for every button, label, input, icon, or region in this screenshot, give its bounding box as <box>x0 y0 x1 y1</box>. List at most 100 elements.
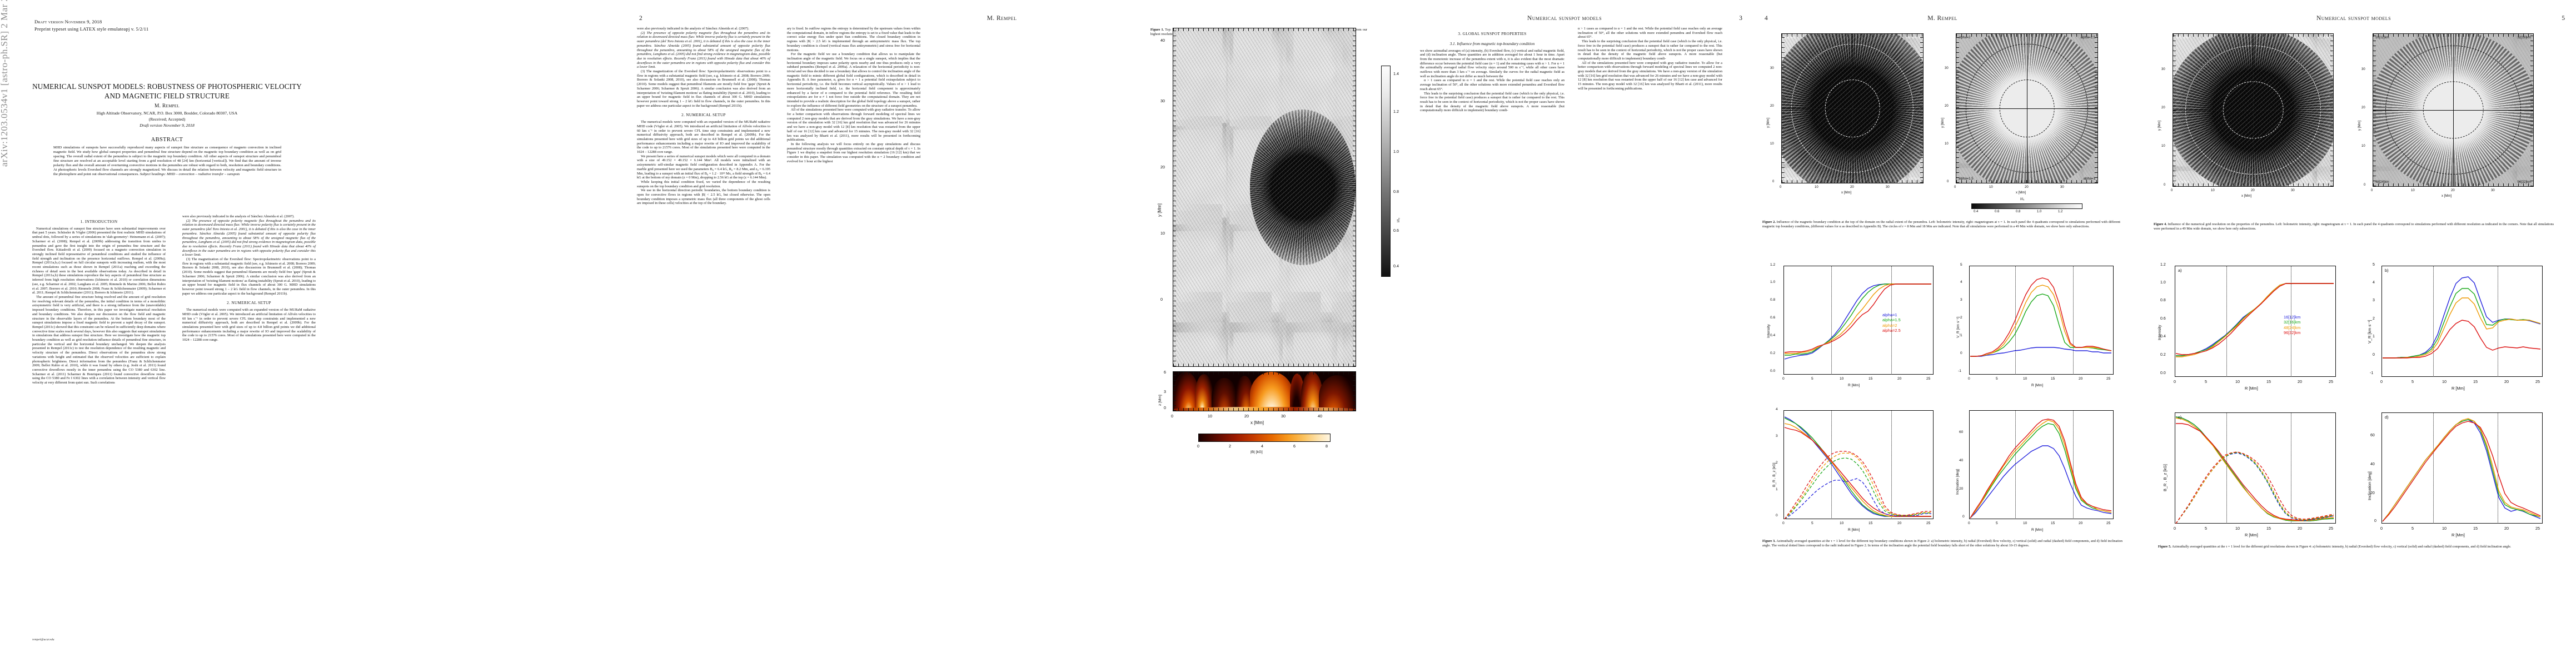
y-tick: 0 <box>2373 353 2375 357</box>
figure-5-panel-d: 60 40 20 0 Inclination [deg] 0 5 10 15 2… <box>2367 412 2543 537</box>
x-tick: 15 <box>2051 521 2055 525</box>
x-tick-40: 40 <box>1318 414 1322 419</box>
legend-item-alpha-2: alpha=2 <box>1882 322 1897 328</box>
figure-1: 0 10 20 30 40 y [Mm] 0 <box>1150 28 1367 454</box>
tick-marks-right <box>1353 372 1356 411</box>
page-number: 4 <box>1765 15 1768 22</box>
y-axis-label: B_R , B_z [kG] <box>2163 464 2168 491</box>
abstract-text: MHD simulations of sunspots have success… <box>53 146 281 177</box>
figure-5-caption-label: Figure 5. <box>2158 545 2171 549</box>
legend-item-96-32km: 96[32]km <box>2284 330 2301 336</box>
x-axis-label: x [Mm] <box>2241 195 2251 198</box>
page-2: 2 M. Rempel were also previously indicat… <box>628 0 1376 667</box>
crosshair-horizontal <box>2373 110 2533 111</box>
x-tick-0: 0 <box>1954 186 1956 189</box>
draft-version-line: Draft version November 9, 2018 <box>34 19 102 24</box>
marker-r8 <box>2015 266 2016 375</box>
quadrant-label-res-3: 48[24]km <box>2175 181 2189 184</box>
subject-headings: Subject headings: MHD – convection – rad… <box>139 172 240 177</box>
crosshair-vertical <box>2253 34 2254 186</box>
figure-5-panel-b-curves <box>2383 276 2541 359</box>
x-axis-label: R [Mm] <box>2452 386 2465 391</box>
y-tick-40: 40 <box>1160 38 1165 43</box>
paragraph: The amount of penumbral fine structure b… <box>32 295 166 385</box>
cbar-tick-06: 0.6 <box>1995 210 2000 213</box>
x-tick-20: 20 <box>2451 189 2455 192</box>
page-3: 3 Numerical sunspot models 0.4 0.6 0.8 1… <box>1376 0 1753 667</box>
page-number: 3 <box>1739 15 1742 22</box>
x-tick: 10 <box>2442 379 2447 384</box>
x-tick-0: 0 <box>1171 414 1173 419</box>
x-tick-0: 0 <box>1780 186 1782 189</box>
x-tick: 0 <box>1782 521 1785 525</box>
quadrant-map-intensity: 16[12]km 32[16]km 48[24]km 96[32]km <box>2173 33 2334 187</box>
figure-3-caption: Figure 3. Azimuthally averaged quantitie… <box>1762 539 2122 548</box>
x-tick: 0 <box>1968 521 1970 525</box>
x-tick: 20 <box>2079 377 2083 381</box>
x-tick: 20 <box>2504 526 2509 531</box>
tick-marks-right <box>1353 28 1356 366</box>
figure-5-legend: 16[12]km 32[16]km 48[24]km 96[32]km <box>2284 315 2300 336</box>
y-tick: 1.2 <box>2160 263 2166 267</box>
x-tick: 10 <box>1840 377 1844 381</box>
paragraph: were also previously indicated in the an… <box>637 27 749 31</box>
x-tick: 5 <box>1811 521 1813 525</box>
crosshair-horizontal <box>1956 108 2097 109</box>
y-tick: 1.2 <box>1770 263 1776 267</box>
x-tick-30: 30 <box>2491 189 2495 192</box>
figure-4-intensity-panel: 16[12]km 32[16]km 48[24]km 96[32]km 0 10… <box>2154 33 2343 217</box>
x-tick-10: 10 <box>1208 414 1212 419</box>
y-axis-label: y [Mm] <box>2158 121 2161 131</box>
quadrant-label-alpha-1: alpha=1 <box>1909 177 1921 181</box>
sunspot-umbra-penumbra <box>1249 109 1356 265</box>
quadrant-label-res-4: 96[32]km <box>2517 181 2531 184</box>
y-tick: 3 <box>2373 298 2375 302</box>
tick-marks-left <box>1782 34 1785 183</box>
tick-marks-right <box>2095 34 2097 183</box>
y-tick: 1.0 <box>2160 281 2166 285</box>
tick-marks-left <box>2173 34 2176 186</box>
y-tick: 1 <box>2373 335 2375 339</box>
running-head: Numerical sunspot models <box>1527 15 1602 22</box>
intensity-colorbar-label: I/I₀ <box>1397 217 1401 222</box>
preprint-style-line: Preprint typeset using LATEX style emula… <box>34 26 149 32</box>
plot-frame <box>2175 266 2336 377</box>
x-axis-label: x [Mm] <box>2442 195 2452 198</box>
figure-3-panel-c-curves <box>1784 416 1931 519</box>
figure-1-intensity-colorbar <box>1381 66 1391 277</box>
figure-5: 1.2 1.0 0.8 0.6 0.4 0.2 0.0 Intensity 0 … <box>2148 261 2559 595</box>
figure-5-panel-b: 5 4 3 2 1 0 -1 V_R [km s⁻¹] 0 5 10 15 20… <box>2367 263 2543 391</box>
quadrant-label-res-3: 48[24]km <box>2375 181 2389 184</box>
panel-tag-a: a) <box>2178 268 2182 273</box>
paragraph: were also previously indicated in the an… <box>182 215 295 218</box>
x-tick: 0 <box>2380 526 2383 531</box>
y-axis-label: y [Mm] <box>1157 203 1162 217</box>
figure-2-intensity-panel: alpha=2 alpha=2.5 alpha=1.5 alpha=1 0 10… <box>1762 33 1929 211</box>
column-2: were also previously indicated in the an… <box>182 215 316 637</box>
section-heading-numerical-setup: 2. NUMERICAL SETUP <box>227 301 271 306</box>
y-tick-10: 10 <box>1160 231 1165 236</box>
y-tick-10: 10 <box>1945 142 1949 146</box>
quadrant-label-alpha-2: alpha=2 <box>1959 36 1971 39</box>
cbar-tick-10: 1.0 <box>2037 210 2042 213</box>
legend-item-alpha-1: alpha=1 <box>1882 312 1897 317</box>
y-axis-label: Intensity <box>1767 324 1771 338</box>
y-tick: 0.8 <box>1770 298 1776 302</box>
column-2: α > 1 cases as compared to α = 1 and the… <box>1578 27 1722 638</box>
y-tick-0: 0 <box>2164 183 2166 187</box>
quadrant-label-alpha-25: alpha=2.5 <box>1906 36 1921 39</box>
paragraph: This leads to the surprising conclusion … <box>1578 39 1722 61</box>
cbar-tick-4: 4 <box>1261 444 1263 449</box>
y-axis-label: Inclination [deg] <box>2367 471 2372 500</box>
x-tick-30: 30 <box>1281 414 1285 419</box>
x-tick: 20 <box>2504 379 2509 384</box>
x-tick: 5 <box>2411 526 2414 531</box>
x-tick-30: 30 <box>2060 186 2064 189</box>
paragraph: Numerical simulations of sunspot fine st… <box>32 226 166 295</box>
x-tick: 15 <box>2266 379 2271 384</box>
quadrant-label-res-1: 16[12]km <box>2175 36 2189 39</box>
x-tick-30: 30 <box>1886 186 1890 189</box>
paragraph: We present here a series of numerical su… <box>637 154 770 180</box>
tick-marks-bottom <box>2173 183 2333 186</box>
